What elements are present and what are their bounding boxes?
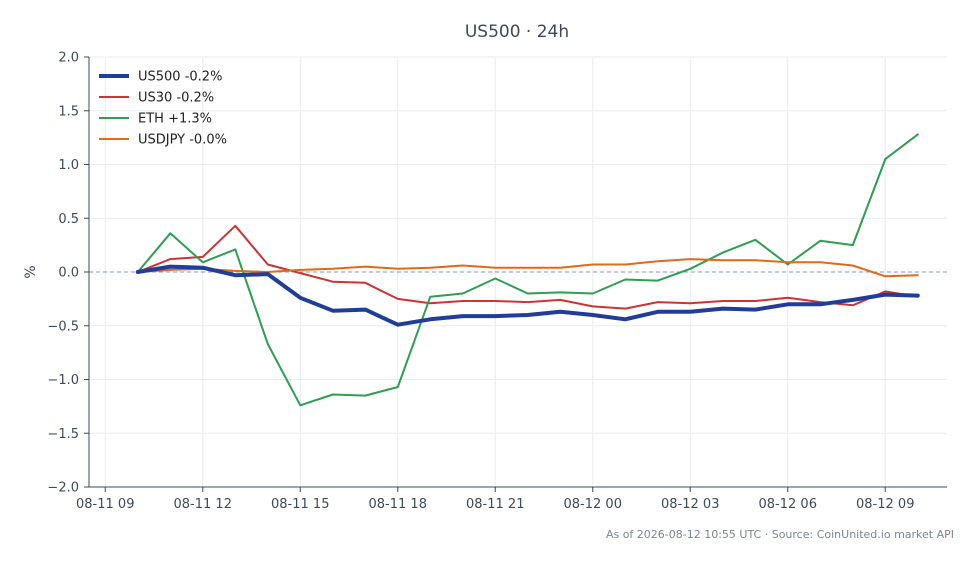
y-tick-label: 1.0 (58, 158, 79, 173)
axes: 2.0 1.5 1.0 0.5 0.0 −0.5 −1.0 −1.5 −2.008-11 09 0… (47, 51, 947, 512)
chart-title: US500 · 24h (465, 22, 569, 42)
y-tick-label: 2.0 (58, 51, 79, 66)
y-tick-label: 0.0 (58, 266, 79, 281)
x-tick-label: 08-12 06 (759, 497, 817, 512)
y-tick-label: −1.0 (47, 373, 79, 388)
x-tick-label: 08-11 12 (174, 497, 232, 512)
legend: US500 -0.2% US30 -0.2% ETH +1.3% USDJPY -0.… (99, 70, 227, 148)
legend-label: US30 -0.2% (138, 91, 214, 106)
x-tick-label: 08-12 03 (661, 497, 719, 512)
x-tick-label: 08-12 09 (856, 497, 914, 512)
series-layer (135, 133, 920, 407)
y-tick-label: 1.5 (58, 104, 79, 119)
legend-label: USDJPY -0.0% (138, 133, 227, 148)
series-line (135, 264, 920, 327)
y-axis-label: % (23, 265, 39, 278)
legend-label: US500 -0.2% (138, 70, 222, 85)
grid-lines (89, 56, 947, 488)
series-line (136, 133, 919, 407)
y-tick-label: −0.5 (47, 319, 79, 334)
y-tick-label: −1.5 (47, 427, 79, 442)
x-tick-label: 08-11 15 (271, 497, 329, 512)
legend-label: ETH +1.3% (138, 112, 212, 127)
y-tick-label: 0.5 (58, 212, 79, 227)
footer-source: As of 2026-08-12 10:55 UTC · Source: Coi… (606, 528, 954, 541)
x-tick-label: 08-12 00 (564, 497, 622, 512)
y-tick-label: −2.0 (47, 481, 79, 496)
x-tick-label: 08-11 09 (76, 497, 134, 512)
x-tick-label: 08-11 18 (369, 497, 427, 512)
series-line (136, 258, 919, 278)
series-line (136, 224, 919, 310)
x-tick-label: 08-11 21 (466, 497, 524, 512)
